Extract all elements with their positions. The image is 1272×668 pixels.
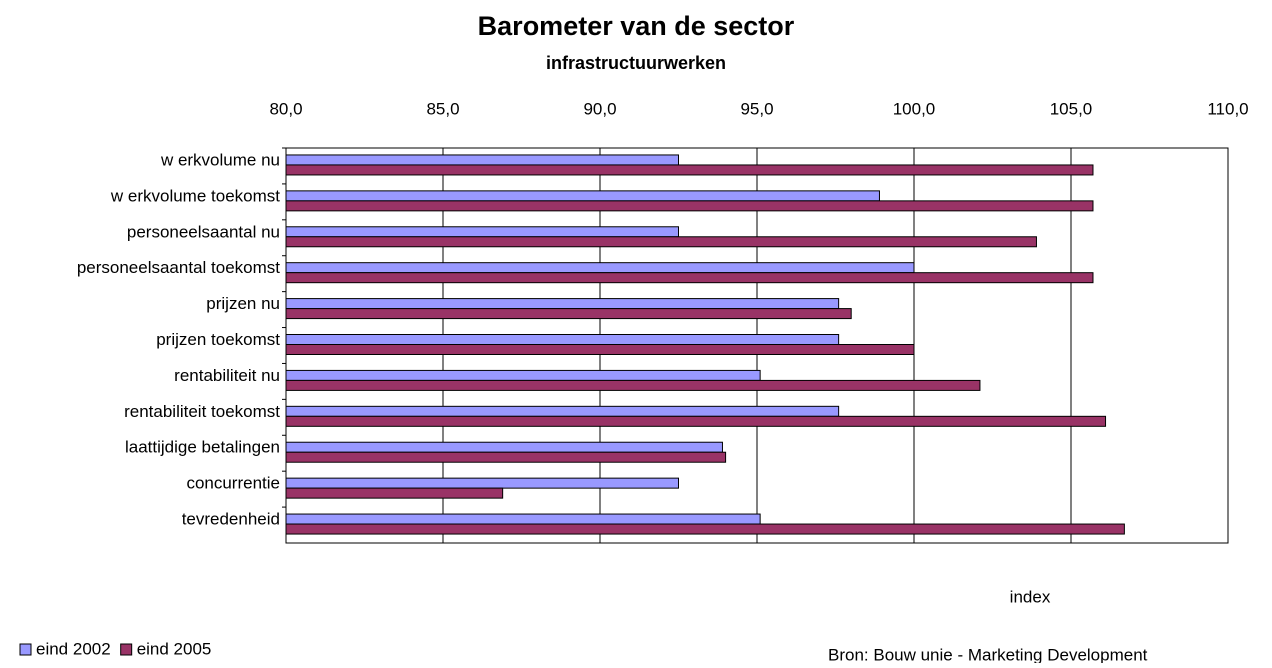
legend-swatch bbox=[120, 643, 133, 656]
y-tick-label: concurrentie bbox=[186, 474, 280, 493]
x-tick-label: 80,0 bbox=[269, 99, 302, 118]
bar bbox=[285, 226, 679, 238]
bar bbox=[285, 154, 679, 166]
bar bbox=[285, 477, 679, 489]
bar bbox=[285, 513, 761, 525]
bar bbox=[285, 298, 840, 310]
bar bbox=[285, 441, 723, 453]
bar bbox=[285, 308, 852, 320]
y-tick-label: prijzen nu bbox=[206, 294, 280, 313]
y-tick-label: personeelsaantal nu bbox=[127, 222, 280, 241]
bar bbox=[285, 262, 915, 274]
bar bbox=[285, 523, 1125, 535]
y-tick-label: prijzen toekomst bbox=[156, 330, 280, 349]
x-tick-label: 110,0 bbox=[1207, 99, 1248, 118]
y-tick-label: w erkvolume toekomst bbox=[110, 186, 280, 205]
y-tick-label: w erkvolume nu bbox=[160, 150, 280, 169]
x-tick-label: 90,0 bbox=[583, 99, 616, 118]
bar bbox=[285, 272, 1094, 284]
bar bbox=[285, 200, 1094, 212]
bar bbox=[285, 344, 915, 355]
x-tick-label: 100,0 bbox=[893, 99, 936, 118]
y-tick-label: tevredenheid bbox=[182, 510, 280, 529]
bar bbox=[285, 415, 1107, 427]
bar bbox=[285, 379, 981, 391]
x-axis-label: index bbox=[1010, 587, 1051, 606]
y-tick-label: rentabiliteit toekomst bbox=[124, 402, 280, 421]
bar bbox=[285, 487, 504, 499]
bar bbox=[285, 236, 1037, 248]
bar bbox=[285, 405, 840, 417]
x-tick-label: 105,0 bbox=[1050, 99, 1093, 118]
chart-title: Barometer van de sector bbox=[478, 11, 795, 41]
chart-subtitle: infrastructuurwerken bbox=[546, 53, 726, 73]
x-tick-label: 85,0 bbox=[426, 99, 459, 118]
bar bbox=[285, 334, 840, 345]
x-tick-label: 95,0 bbox=[740, 99, 773, 118]
bar bbox=[285, 451, 727, 463]
legend-label: eind 2002 bbox=[36, 639, 111, 658]
legend-label: eind 2005 bbox=[137, 639, 212, 658]
y-tick-label: laattijdige betalingen bbox=[125, 438, 280, 457]
bar bbox=[285, 190, 880, 202]
bar bbox=[285, 164, 1094, 176]
y-tick-label: personeelsaantal toekomst bbox=[77, 258, 280, 277]
bar bbox=[285, 369, 761, 381]
y-tick-label: rentabiliteit nu bbox=[174, 366, 280, 385]
source-note: Bron: Bouw unie - Marketing Development bbox=[828, 645, 1148, 663]
legend-swatch bbox=[19, 643, 32, 656]
